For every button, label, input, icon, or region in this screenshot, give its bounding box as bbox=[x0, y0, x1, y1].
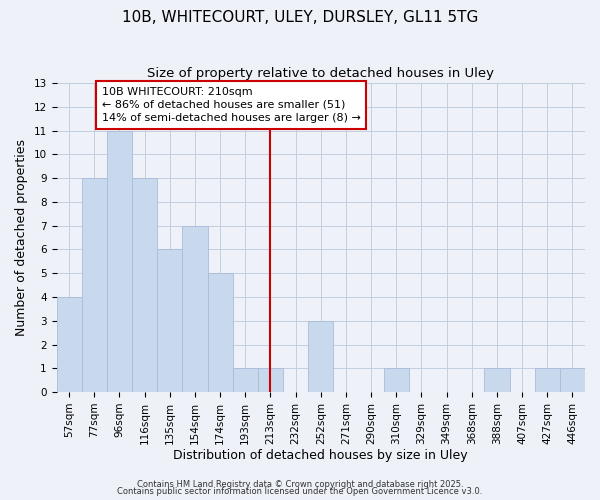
Bar bbox=[107, 130, 132, 392]
Bar bbox=[535, 368, 560, 392]
Text: 10B WHITECOURT: 210sqm
← 86% of detached houses are smaller (51)
14% of semi-det: 10B WHITECOURT: 210sqm ← 86% of detached… bbox=[102, 86, 361, 123]
Text: Contains HM Land Registry data © Crown copyright and database right 2025.: Contains HM Land Registry data © Crown c… bbox=[137, 480, 463, 489]
Bar bbox=[56, 297, 82, 392]
X-axis label: Distribution of detached houses by size in Uley: Distribution of detached houses by size … bbox=[173, 450, 468, 462]
Bar bbox=[560, 368, 585, 392]
Bar bbox=[383, 368, 409, 392]
Bar bbox=[233, 368, 258, 392]
Bar bbox=[132, 178, 157, 392]
Bar bbox=[208, 273, 233, 392]
Bar bbox=[258, 368, 283, 392]
Bar bbox=[308, 321, 334, 392]
Bar bbox=[182, 226, 208, 392]
Text: 10B, WHITECOURT, ULEY, DURSLEY, GL11 5TG: 10B, WHITECOURT, ULEY, DURSLEY, GL11 5TG bbox=[122, 10, 478, 25]
Title: Size of property relative to detached houses in Uley: Size of property relative to detached ho… bbox=[147, 68, 494, 80]
Bar bbox=[157, 250, 182, 392]
Text: Contains public sector information licensed under the Open Government Licence v3: Contains public sector information licen… bbox=[118, 487, 482, 496]
Bar bbox=[82, 178, 107, 392]
Bar bbox=[484, 368, 509, 392]
Y-axis label: Number of detached properties: Number of detached properties bbox=[15, 139, 28, 336]
